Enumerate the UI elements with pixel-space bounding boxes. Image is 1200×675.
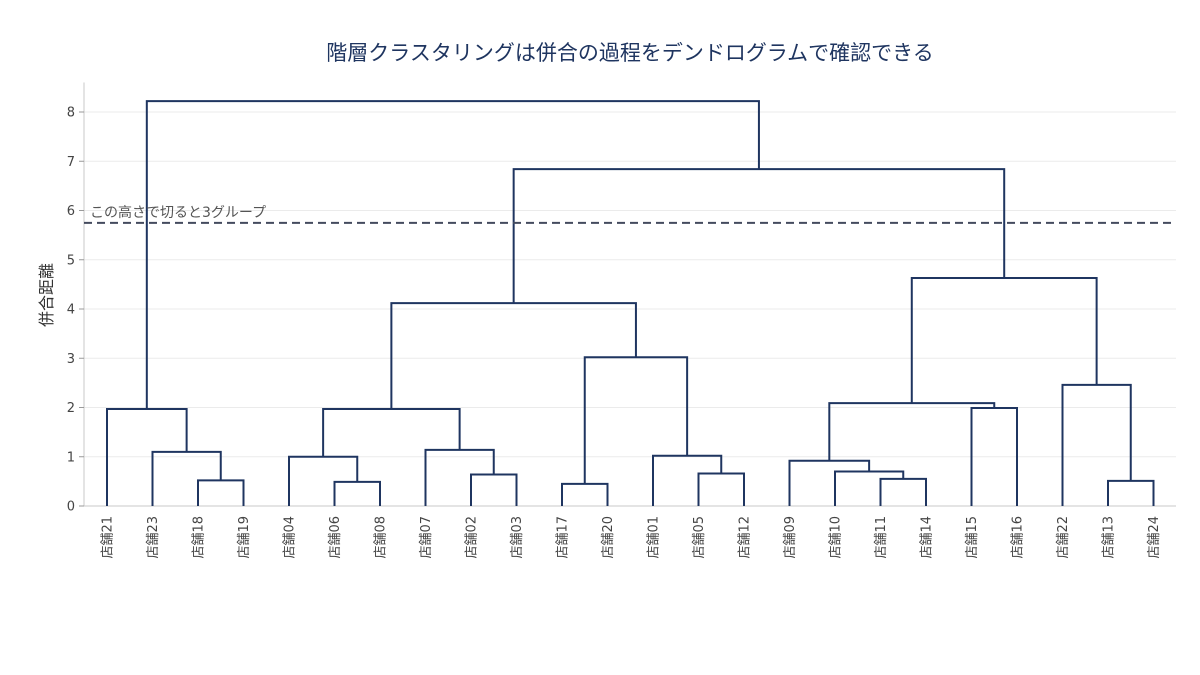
leaf-label-店舗07: 店舗07 <box>419 516 434 559</box>
leaf-label-店舗09: 店舗09 <box>783 516 798 559</box>
merge-link-11 <box>652 454 723 506</box>
merge-link-2 <box>151 450 222 506</box>
merge-link-20 <box>1061 383 1132 506</box>
y-tick-label-3: 3 <box>67 352 75 367</box>
merge-link-4 <box>333 480 381 506</box>
merge-link-13 <box>390 302 637 409</box>
cut-line-group: この高さで切ると3グループ <box>84 204 1176 224</box>
leaf-label-店舗21: 店舗21 <box>101 516 116 559</box>
leaf-label-店舗13: 店舗13 <box>1102 516 1117 559</box>
y-tick-label-1: 1 <box>67 450 75 465</box>
leaf-label-店舗12: 店舗12 <box>738 516 753 559</box>
axes <box>83 82 1176 507</box>
leaf-label-店舗03: 店舗03 <box>510 516 525 559</box>
chart-title: 階層クラスタリングは併合の過程をデンドログラムで確認できる <box>326 41 934 65</box>
y-tick-label-5: 5 <box>67 253 75 268</box>
leaf-labels: 店舗21 店舗23 店舗18 店舗19 店舗04 店舗06 店舗08 店舗07 店舗02 店舗03… <box>101 516 1163 559</box>
leaf-label-店舗05: 店舗05 <box>692 516 707 559</box>
y-tick-label-4: 4 <box>67 303 75 318</box>
merge-link-19 <box>1107 479 1155 506</box>
leaf-label-店舗04: 店舗04 <box>283 516 298 559</box>
merge-link-21 <box>910 276 1098 404</box>
leaf-label-店舗18: 店舗18 <box>192 516 207 559</box>
leaf-label-店舗15: 店舗15 <box>965 516 980 559</box>
merge-link-1 <box>197 479 245 506</box>
leaf-label-店舗17: 店舗17 <box>556 516 571 559</box>
merge-link-6 <box>470 473 518 506</box>
merge-link-23 <box>145 100 760 409</box>
leaf-label-店舗06: 店舗06 <box>328 516 343 559</box>
y-tick-label-0: 0 <box>67 500 75 515</box>
leaf-label-店舗20: 店舗20 <box>601 516 616 559</box>
y-tick-labels: 0 1 2 3 4 5 6 7 8 <box>67 106 84 515</box>
leaf-label-店舗16: 店舗16 <box>1011 516 1026 559</box>
y-tick-label-6: 6 <box>67 204 75 219</box>
merge-link-9 <box>561 482 609 506</box>
merge-link-18 <box>828 402 996 461</box>
merge-link-16 <box>788 459 871 506</box>
leaf-label-店舗01: 店舗01 <box>647 516 662 559</box>
y-tick-label-8: 8 <box>67 106 75 121</box>
merge-link-7 <box>424 448 495 506</box>
merge-link-8 <box>322 407 461 457</box>
leaf-label-店舗19: 店舗19 <box>237 516 252 559</box>
leaf-label-店舗24: 店舗24 <box>1147 516 1162 559</box>
leaf-label-店舗23: 店舗23 <box>146 516 161 559</box>
leaf-label-店舗10: 店舗10 <box>829 516 844 559</box>
leaf-label-店舗11: 店舗11 <box>874 516 889 559</box>
merge-link-3 <box>106 407 188 506</box>
leaf-label-店舗14: 店舗14 <box>920 516 935 559</box>
leaf-label-店舗02: 店舗02 <box>465 516 480 559</box>
dendrogram-links <box>106 100 1155 506</box>
grid-lines <box>84 111 1176 458</box>
leaf-label-店舗22: 店舗22 <box>1056 516 1071 559</box>
merge-link-10 <box>697 472 745 506</box>
y-axis-label: 併合距離 <box>37 263 56 327</box>
merge-link-22 <box>512 168 1006 304</box>
leaf-label-店舗08: 店舗08 <box>374 516 389 559</box>
merge-link-12 <box>583 356 689 484</box>
cut-line-annotation: この高さで切ると3グループ <box>90 204 266 221</box>
y-tick-label-2: 2 <box>67 401 75 416</box>
y-tick-label-7: 7 <box>67 155 75 170</box>
merge-link-14 <box>879 477 927 506</box>
merge-link-15 <box>834 470 905 506</box>
